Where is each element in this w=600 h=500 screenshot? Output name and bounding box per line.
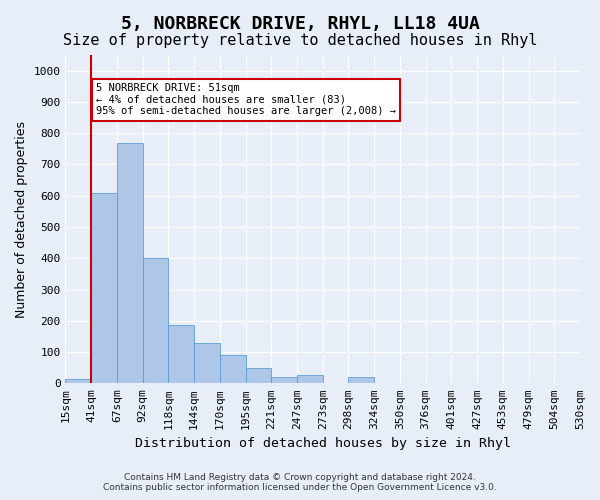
Bar (349, 377, 374, 384)
Bar (169, 326, 194, 384)
Text: 5, NORBRECK DRIVE, RHYL, LL18 4UA: 5, NORBRECK DRIVE, RHYL, LL18 4UA (121, 15, 479, 33)
Bar (220, 355, 245, 384)
Bar (245, 368, 271, 384)
Y-axis label: Number of detached properties: Number of detached properties (15, 120, 28, 318)
Bar (117, 142, 143, 384)
Bar (65, 378, 91, 384)
Bar (91, 192, 117, 384)
Text: Contains HM Land Registry data © Crown copyright and database right 2024.
Contai: Contains HM Land Registry data © Crown c… (103, 473, 497, 492)
Bar (143, 258, 169, 384)
X-axis label: Distribution of detached houses by size in Rhyl: Distribution of detached houses by size … (135, 437, 511, 450)
Bar (297, 376, 323, 384)
Bar (271, 377, 297, 384)
Bar (194, 342, 220, 384)
Text: 5 NORBRECK DRIVE: 51sqm
← 4% of detached houses are smaller (83)
95% of semi-det: 5 NORBRECK DRIVE: 51sqm ← 4% of detached… (96, 83, 396, 116)
Text: Size of property relative to detached houses in Rhyl: Size of property relative to detached ho… (63, 32, 537, 48)
